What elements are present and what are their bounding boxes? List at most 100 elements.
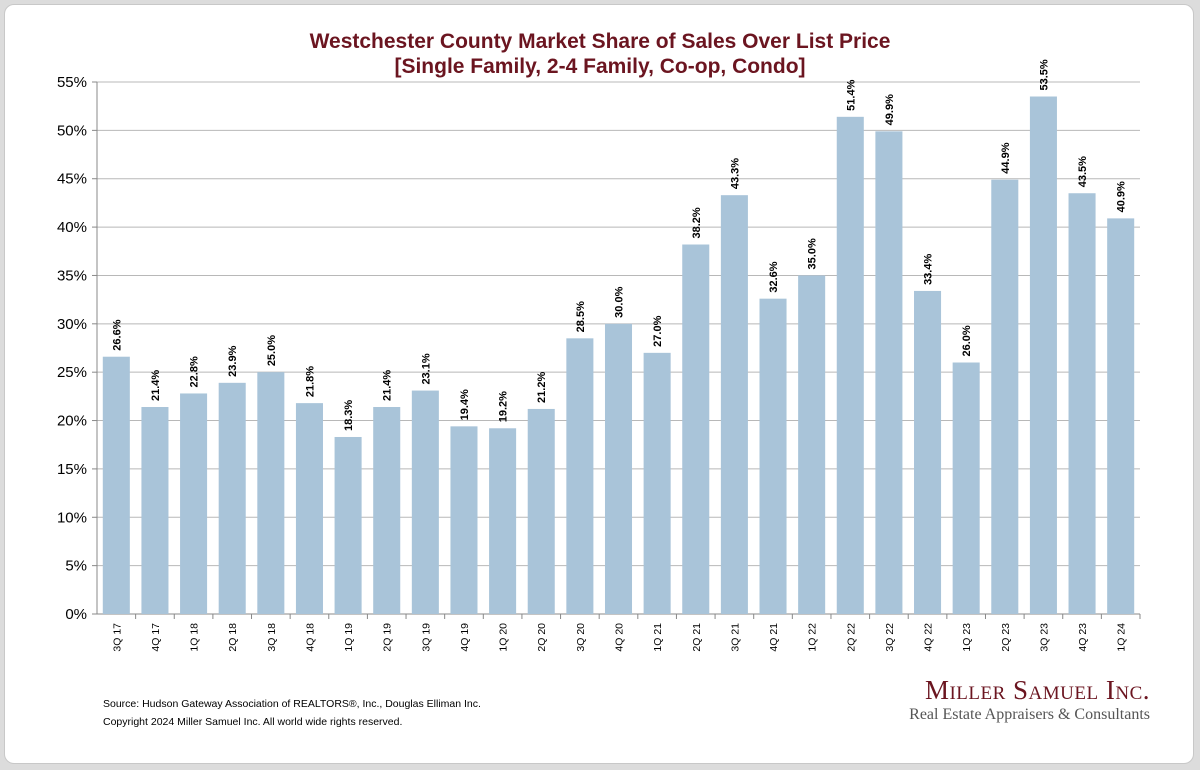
data-label: 26.6% — [111, 319, 123, 350]
x-tick-label: 3Q 21 — [729, 623, 741, 652]
bar — [836, 116, 864, 615]
y-tick-label: 0% — [65, 606, 87, 623]
x-tick-label: 3Q 22 — [884, 623, 896, 652]
chart-frame: Westchester County Market Share of Sales… — [4, 4, 1194, 764]
bar — [566, 338, 594, 614]
bar — [914, 290, 942, 614]
bar — [759, 298, 787, 614]
x-tick-label: 4Q 19 — [459, 623, 471, 652]
data-label: 19.4% — [459, 389, 471, 420]
bar — [1029, 96, 1057, 614]
y-tick-label: 45% — [57, 171, 87, 188]
bar — [682, 244, 710, 614]
y-tick-label: 30% — [57, 316, 87, 333]
data-label: 43.5% — [1077, 156, 1089, 187]
y-tick-label: 40% — [57, 219, 87, 236]
bar — [798, 275, 826, 614]
x-tick-label: 2Q 23 — [1000, 623, 1012, 652]
x-tick-label: 4Q 23 — [1077, 623, 1089, 652]
bar — [450, 426, 478, 614]
data-label: 44.9% — [1000, 142, 1012, 173]
bar — [1068, 193, 1096, 614]
x-tick-label: 1Q 19 — [343, 623, 355, 652]
bar — [373, 407, 401, 614]
bar — [411, 390, 439, 614]
data-label: 19.2% — [498, 391, 510, 422]
x-tick-label: 3Q 18 — [266, 623, 278, 652]
x-tick-label: 1Q 24 — [1116, 623, 1128, 652]
data-label: 38.2% — [691, 207, 703, 238]
bar — [720, 195, 748, 615]
x-tick-label: 1Q 20 — [498, 623, 510, 652]
bar — [604, 323, 633, 614]
data-label: 23.1% — [420, 353, 432, 384]
bar — [489, 428, 517, 614]
data-label: 30.0% — [614, 286, 626, 317]
source-note: Source: Hudson Gateway Association of RE… — [103, 698, 481, 710]
logo-name: Miller Samuel Inc. — [924, 675, 1150, 705]
chart-subtitle: [Single Family, 2-4 Family, Co-op, Condo… — [394, 55, 806, 78]
data-label: 32.6% — [768, 261, 780, 292]
data-label: 53.5% — [1038, 59, 1050, 90]
bar — [141, 407, 169, 614]
data-label: 23.9% — [227, 345, 239, 376]
data-label: 21.4% — [150, 370, 162, 401]
x-tick-label: 3Q 20 — [575, 623, 587, 652]
x-tick-label: 3Q 17 — [111, 623, 123, 652]
bar — [643, 352, 671, 614]
x-tick-label: 3Q 23 — [1038, 623, 1050, 652]
data-label: 35.0% — [807, 238, 819, 269]
y-tick-label: 5% — [65, 558, 87, 575]
x-tick-label: 4Q 17 — [150, 623, 162, 652]
data-label: 25.0% — [266, 335, 278, 366]
chart-title: Westchester County Market Share of Sales… — [309, 30, 891, 53]
data-label: 28.5% — [575, 301, 587, 332]
y-tick-label: 55% — [57, 74, 87, 91]
bar-chart: 0% 5% 10% 15% 20% 25% 30% 35% 40% 45% 50% 55% 3Q 17 2… — [57, 59, 1141, 652]
x-tick-label: 3Q 19 — [420, 623, 432, 652]
x-tick-label: 2Q 19 — [382, 623, 394, 652]
data-label: 27.0% — [652, 315, 664, 346]
data-label: 18.3% — [343, 400, 355, 431]
bar — [102, 356, 130, 614]
data-label: 22.8% — [189, 356, 201, 387]
bar — [952, 362, 980, 614]
data-label: 21.2% — [536, 372, 548, 403]
data-label: 49.9% — [884, 94, 896, 125]
bar — [1107, 218, 1135, 615]
bar — [527, 408, 555, 614]
logo-tagline: Real Estate Appraisers & Consultants — [909, 706, 1150, 723]
copyright-note: Copyright 2024 Miller Samuel Inc. All wo… — [103, 716, 403, 728]
data-label: 21.8% — [304, 366, 316, 397]
bar — [334, 436, 362, 614]
data-label: 40.9% — [1116, 181, 1128, 212]
y-tick-label: 25% — [57, 364, 87, 381]
bar — [180, 393, 208, 614]
bar — [218, 382, 246, 614]
y-tick-label: 10% — [57, 509, 87, 526]
x-tick-label: 4Q 18 — [304, 623, 316, 652]
x-tick-label: 1Q 21 — [652, 623, 664, 652]
y-tick-label: 15% — [57, 461, 87, 478]
data-label: 21.4% — [382, 370, 394, 401]
bar — [257, 372, 285, 614]
bar — [991, 179, 1019, 614]
bar — [875, 131, 903, 614]
x-tick-label: 4Q 22 — [923, 623, 935, 652]
x-tick-label: 2Q 21 — [691, 623, 703, 652]
x-tick-label: 1Q 18 — [189, 623, 201, 652]
x-tick-label: 4Q 20 — [614, 623, 626, 652]
data-label: 33.4% — [923, 254, 935, 285]
x-tick-label: 4Q 21 — [768, 623, 780, 652]
y-tick-label: 20% — [57, 413, 87, 430]
x-tick-label: 2Q 22 — [845, 623, 857, 652]
bar — [295, 403, 323, 614]
data-label: 43.3% — [729, 158, 741, 189]
x-tick-label: 1Q 22 — [807, 623, 819, 652]
y-tick-label: 50% — [57, 122, 87, 139]
company-logo: Miller Samuel Inc. Real Estate Appraiser… — [885, 675, 1150, 724]
x-tick-label: 1Q 23 — [961, 623, 973, 652]
x-tick-label: 2Q 20 — [536, 623, 548, 652]
data-label: 51.4% — [845, 79, 857, 110]
x-tick-label: 2Q 18 — [227, 623, 239, 652]
